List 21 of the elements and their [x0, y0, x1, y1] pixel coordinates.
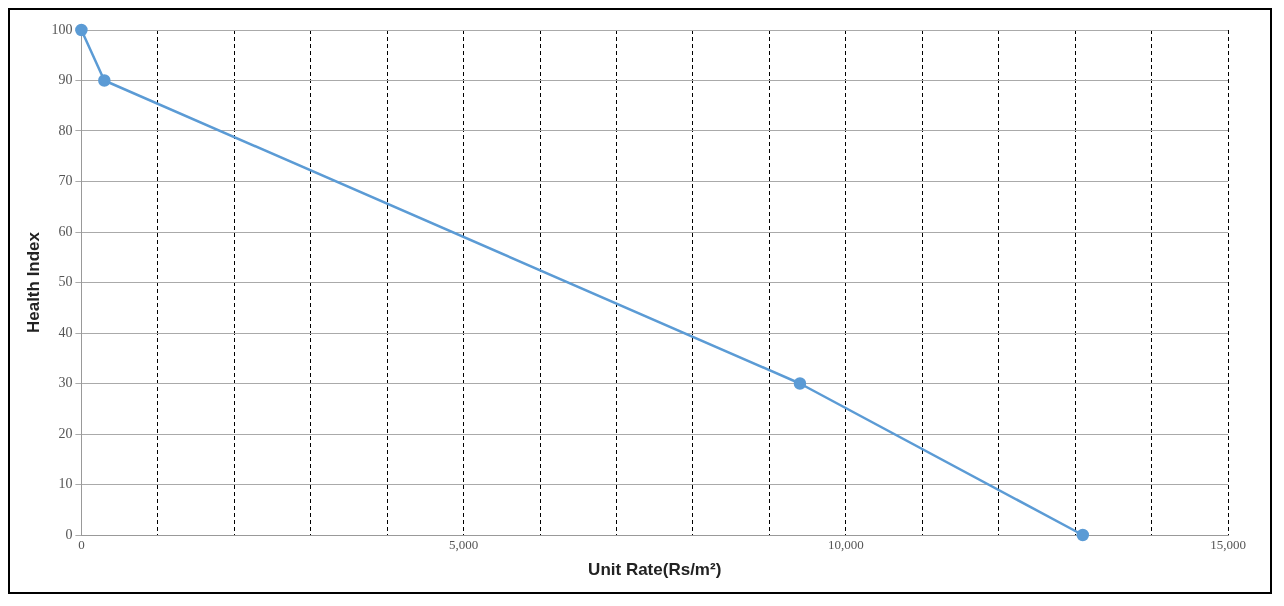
y-tick-label: 30 [58, 375, 73, 391]
y-tick-label: 0 [65, 526, 73, 542]
y-axis-title: Health Index [23, 231, 43, 334]
point [75, 23, 88, 37]
y-tick-label: 20 [58, 425, 73, 441]
point [1076, 528, 1090, 542]
y-tick-label: 40 [58, 324, 73, 340]
y-tick-label: 70 [58, 173, 73, 189]
x-tick-label: 0 [78, 537, 85, 553]
y-tick-label: 10 [58, 476, 73, 492]
x-tick-label: 5,000 [448, 537, 479, 553]
x-tick-label: 15,000 [1210, 537, 1246, 553]
y-tick-label: 80 [58, 122, 73, 138]
x-tick-label: 10,000 [827, 537, 864, 553]
y-tick-label: 60 [58, 223, 73, 239]
point [793, 377, 807, 390]
y-tick-label: 50 [58, 274, 73, 290]
x-axis-title: Unit Rate(Rs/m²) [588, 560, 722, 580]
y-tick-label: 100 [51, 21, 73, 37]
point [98, 74, 111, 87]
y-tick-label: 90 [58, 72, 73, 88]
